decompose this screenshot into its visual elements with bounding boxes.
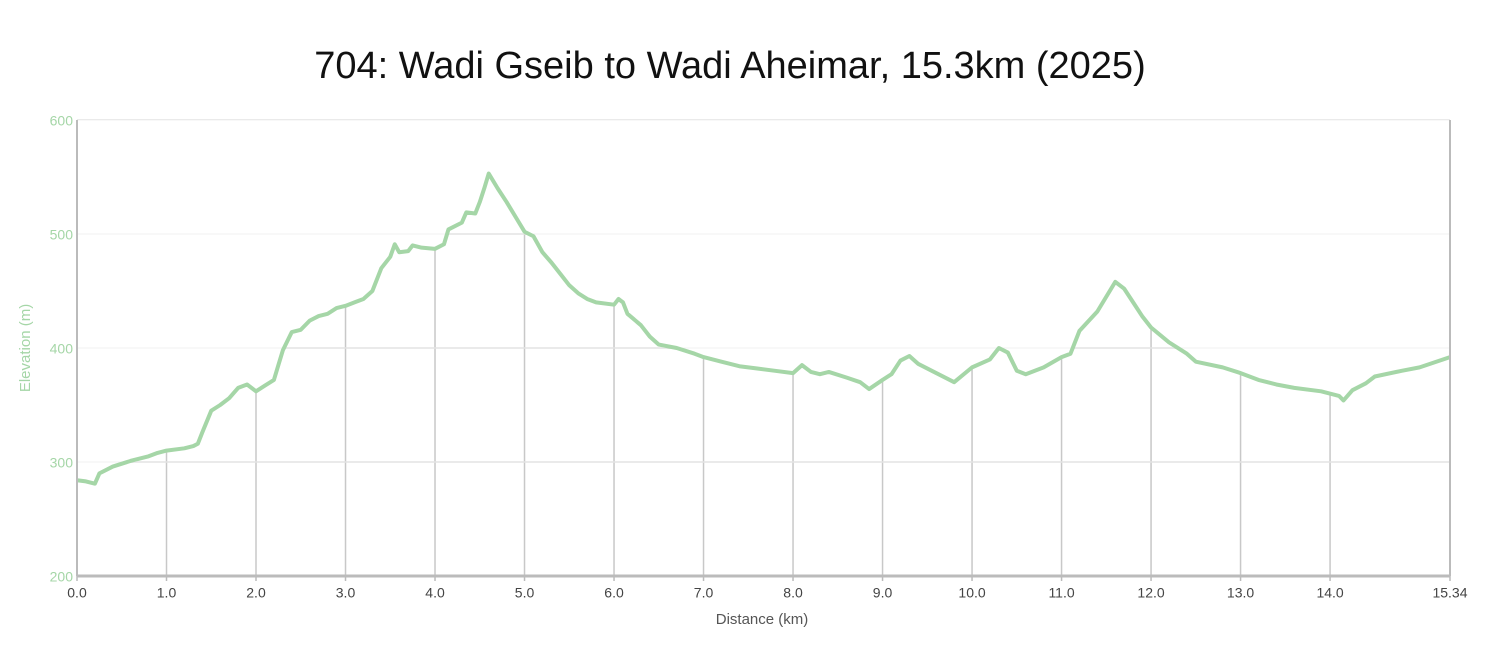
x-tick-label: 10.0 [958,585,985,601]
y-axis-title: Elevation (m) [17,304,34,392]
x-tick-label: 13.0 [1227,585,1254,601]
x-tick-label: 12.0 [1137,585,1164,601]
x-tick-label: 15.34 [1432,585,1467,601]
x-tick-label: 5.0 [515,585,535,601]
x-tick-label: 1.0 [157,585,177,601]
x-tick-label: 0.0 [67,585,87,601]
x-tick-label: 14.0 [1316,585,1343,601]
y-tick-label: 400 [50,341,74,357]
x-tick-label: 8.0 [783,585,803,601]
x-axis-title: Distance (km) [716,611,809,628]
y-tick-label: 500 [50,227,74,243]
y-tick-label: 200 [50,569,74,585]
chart-title: 704: Wadi Gseib to Wadi Aheimar, 15.3km … [314,45,1145,87]
x-tick-label: 4.0 [425,585,445,601]
x-tick-label: 7.0 [694,585,714,601]
x-tick-label: 11.0 [1048,585,1074,601]
x-tick-label: 3.0 [336,585,356,601]
mask [77,120,1450,484]
x-tick-label: 6.0 [604,585,624,601]
elevation-line [76,171,1451,486]
y-tick-label: 300 [50,455,74,471]
x-tick-label: 2.0 [246,585,266,601]
y-tick-label: 600 [50,113,74,129]
x-tick-label: 9.0 [873,585,893,601]
